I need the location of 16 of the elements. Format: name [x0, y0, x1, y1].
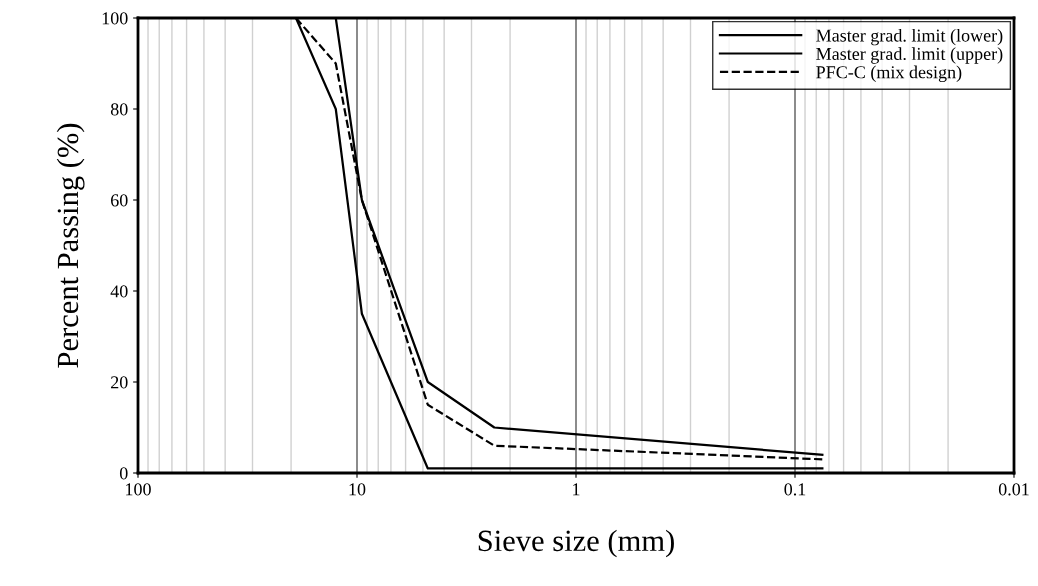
- x-tick-label: 0.01: [998, 483, 1029, 496]
- x-axis-title: Sieve size (mm): [478, 529, 674, 558]
- y-tick-label: 80: [110, 103, 128, 116]
- legend-label: Master grad. limit (upper): [816, 47, 1003, 64]
- y-axis-title: Percent Passing (%): [56, 123, 85, 368]
- x-tick-label: 0.1: [784, 483, 806, 496]
- x-tick-label: 1: [573, 483, 580, 496]
- y-tick-label: 60: [111, 194, 128, 207]
- y-tick-label: 100: [102, 12, 128, 25]
- legend-label: PFC-C (mix design): [816, 65, 962, 83]
- x-tick-label: 10: [349, 483, 366, 496]
- y-tick-label: 40: [110, 285, 128, 298]
- y-tick-label: 20: [111, 376, 128, 389]
- y-tick-label: 0: [119, 467, 128, 480]
- legend-label: Master grad. limit (lower): [816, 28, 1003, 46]
- x-tick-label: 100: [126, 483, 151, 496]
